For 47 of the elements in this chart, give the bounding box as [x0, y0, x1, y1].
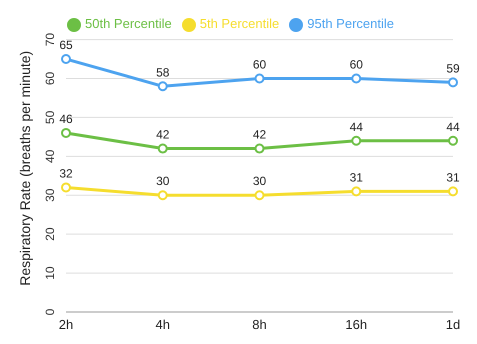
- y-tick-label: 10: [43, 266, 57, 280]
- point: [158, 144, 168, 154]
- point: [448, 136, 458, 146]
- y-tick-label: 30: [43, 188, 57, 202]
- point: [61, 128, 71, 138]
- y-tick-label: 70: [43, 32, 57, 46]
- y-tick-label: 50: [43, 110, 57, 124]
- data-label: 31: [350, 170, 364, 184]
- point: [351, 186, 362, 196]
- data-label: 59: [446, 61, 460, 76]
- point: [254, 190, 264, 200]
- data-label: 42: [156, 128, 170, 142]
- data-label: 44: [446, 120, 460, 134]
- point: [158, 81, 168, 92]
- data-label: 32: [59, 166, 73, 180]
- x-tick-label: 2h: [58, 317, 74, 332]
- point: [351, 136, 362, 146]
- point: [158, 190, 168, 200]
- y-axis-title: Respiratory Rate (breaths per minute): [16, 50, 33, 286]
- legend-label: 50th Percentile: [85, 16, 172, 31]
- data-label: 44: [350, 120, 364, 134]
- x-tick-label: 1d: [446, 317, 460, 332]
- point: [254, 73, 264, 84]
- data-label: 31: [446, 170, 460, 184]
- y-tick-label: 20: [43, 227, 57, 241]
- data-label: 60: [350, 57, 364, 72]
- data-label: 46: [59, 112, 73, 126]
- point: [61, 182, 71, 192]
- data-label: 42: [252, 128, 266, 142]
- point: [448, 186, 458, 196]
- x-tick-label: 16h: [345, 317, 368, 332]
- data-label: 58: [156, 65, 170, 80]
- legend-label: 95th Percentile: [307, 16, 394, 31]
- legend-label: 5th Percentile: [200, 16, 280, 31]
- x-tick-label: 4h: [156, 317, 170, 332]
- point: [351, 73, 362, 84]
- y-tick-label: 60: [43, 71, 57, 86]
- point: [61, 54, 71, 64]
- y-tick-label: 0: [43, 308, 57, 316]
- data-label: 60: [252, 57, 266, 72]
- data-label: 65: [59, 38, 73, 52]
- x-tick-label: 8h: [252, 317, 267, 332]
- data-label: 30: [156, 174, 170, 188]
- point: [254, 144, 264, 154]
- point: [448, 77, 458, 88]
- y-tick-label: 40: [43, 149, 57, 163]
- data-label: 30: [252, 174, 266, 188]
